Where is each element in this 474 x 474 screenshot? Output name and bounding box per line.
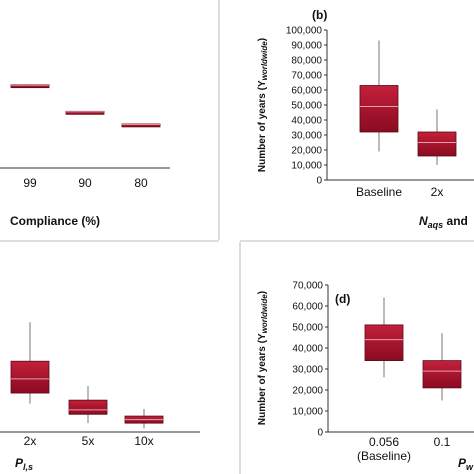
y-label-sub: worldwide bbox=[260, 294, 269, 334]
panel-d-y-tick-label: 10,000 bbox=[292, 407, 323, 418]
panel-d-y-tick-label: 20,000 bbox=[292, 386, 323, 397]
panel-d-y-tick-label: 50,000 bbox=[292, 323, 323, 334]
panel-d-y-axis-label: Number of years (Yworldwide) bbox=[257, 291, 269, 425]
panel-d-y-tick-label: 60,000 bbox=[292, 302, 323, 313]
panel-d-y-tick-label: 70,000 bbox=[292, 281, 323, 292]
panel-a-category-label: 99 bbox=[23, 176, 37, 190]
y-label-main: Number of years (Y bbox=[257, 80, 268, 172]
panel-b-y-tick-label: 50,000 bbox=[291, 101, 322, 112]
panel-d-box bbox=[364, 324, 404, 361]
panel-b-y-tick-label: 70,000 bbox=[291, 71, 322, 82]
panel-d-x-axis-label: Pw bbox=[458, 456, 474, 472]
panel-b-x-sub: aqs bbox=[428, 220, 444, 230]
panel-b-category-label: 2x bbox=[431, 185, 444, 199]
panel-a: 99 90 80 Compliance (%) bbox=[0, 84, 170, 228]
panel-b-y-axis-label: Number of years (Yworldwide) bbox=[257, 38, 269, 172]
panel-a-category-label: 90 bbox=[78, 176, 92, 190]
panel-d-box bbox=[422, 360, 462, 389]
panel-b-y-tick-label: 10,000 bbox=[291, 161, 322, 172]
panel-d-y-tick-label: 0 bbox=[317, 428, 323, 439]
panel-b-y-tick-label: 100,000 bbox=[286, 26, 323, 37]
panel-b-y-tick-label: 30,000 bbox=[291, 131, 322, 142]
panel-d-x-main: P bbox=[458, 456, 467, 470]
panel-c-box bbox=[68, 399, 108, 415]
y-label-tail: ) bbox=[257, 38, 268, 41]
panel-b-y-tick-label: 80,000 bbox=[291, 56, 322, 67]
panel-d-label: (d) bbox=[335, 292, 350, 306]
panel-b-y-tick-label: 20,000 bbox=[291, 146, 322, 157]
panel-c: 2x 5x 10x Pl,s bbox=[0, 322, 200, 472]
panel-b-box bbox=[417, 131, 457, 157]
panel-c-box bbox=[10, 360, 50, 394]
panel-c-x-sub: l,s bbox=[23, 462, 33, 472]
panel-c-category-label: 5x bbox=[82, 434, 95, 448]
panel-c-category-label: 10x bbox=[134, 434, 153, 448]
panel-b: (b) 0 10,000 20,000 30,000 40,000 50,000 60,00… bbox=[257, 8, 474, 230]
panel-d-category-label: 0.056 bbox=[369, 435, 399, 449]
panel-b-box bbox=[359, 85, 399, 133]
panel-d-category-label: 0.1 bbox=[434, 435, 451, 449]
panel-b-y-tick-label: 60,000 bbox=[291, 86, 322, 97]
panel-d: (d) 0 10,000 20,000 30,000 40,000 50,000 60,00… bbox=[257, 281, 474, 472]
panel-c-category-label: 2x bbox=[24, 434, 37, 448]
panel-b-category-label: Baseline bbox=[356, 185, 402, 199]
panel-c-x-main: P bbox=[15, 456, 24, 470]
panel-d-y-tick-label: 30,000 bbox=[292, 365, 323, 376]
panel-b-y-tick-label: 90,000 bbox=[291, 41, 322, 52]
panel-a-category-label: 80 bbox=[134, 176, 148, 190]
panel-b-x-main: N bbox=[419, 214, 428, 228]
panel-b-label: (b) bbox=[312, 8, 327, 22]
panel-b-y-tick-label: 40,000 bbox=[291, 116, 322, 127]
panel-c-x-axis-label: Pl,s bbox=[15, 456, 33, 472]
panel-b-y-tick-label: 0 bbox=[316, 176, 322, 187]
panel-d-y-tick-label: 40,000 bbox=[292, 344, 323, 355]
y-label-main: Number of years (Y bbox=[257, 333, 268, 425]
y-label-tail: ) bbox=[257, 291, 268, 294]
y-label-sub: worldwide bbox=[260, 41, 269, 81]
panel-b-x-tail: and bbox=[443, 214, 468, 228]
panel-d-x-sub: w bbox=[466, 462, 474, 472]
panel-b-x-axis-label: Naqs and bbox=[419, 214, 468, 230]
panel-a-x-axis-label: Compliance (%) bbox=[10, 214, 100, 228]
panel-d-category-sublabel: (Baseline) bbox=[357, 449, 411, 463]
